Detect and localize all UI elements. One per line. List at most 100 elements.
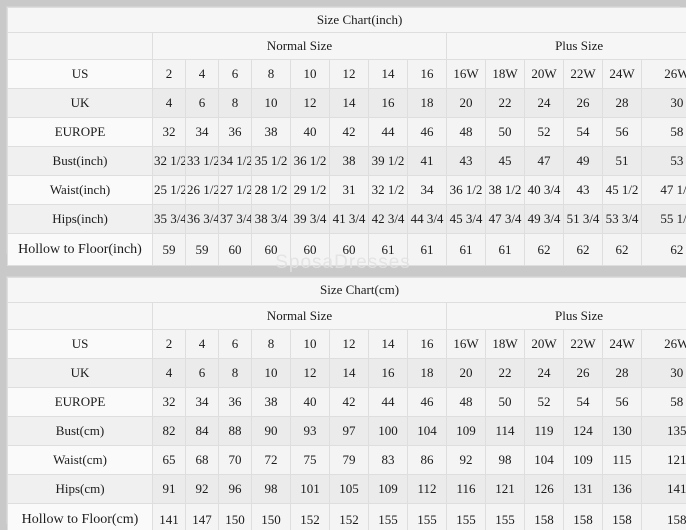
data-cell: 55 1/2 [640, 204, 686, 234]
data-cell: 38 1/2 [485, 175, 525, 205]
data-cell: 60 [251, 233, 291, 266]
data-cell: 116 [446, 474, 486, 504]
row-label: Hollow to Floor(cm) [7, 503, 153, 530]
data-cell: 45 [485, 146, 525, 176]
row-label: Hips(cm) [7, 474, 153, 504]
data-cell: 150 [218, 503, 252, 530]
data-cell: 46 [407, 387, 447, 417]
data-cell: 26 [563, 88, 603, 118]
data-cell: 70 [218, 445, 252, 475]
data-cell: 38 3/4 [251, 204, 291, 234]
data-cell: 6 [185, 358, 219, 388]
data-cell: 6 [218, 59, 252, 89]
title-row: Size Chart(cm) [6, 277, 686, 303]
data-cell: 104 [407, 416, 447, 446]
data-cell: 97 [329, 416, 369, 446]
data-cell: 158 [640, 503, 686, 530]
data-cell: 39 3/4 [290, 204, 330, 234]
table-row: Hollow to Floor(cm) 141 147 150 150 152 152 155… [7, 503, 686, 530]
data-cell: 20 [446, 88, 486, 118]
data-cell: 42 3/4 [368, 204, 408, 234]
data-cell: 41 3/4 [329, 204, 369, 234]
group-header-row: Normal Size Plus Size [7, 302, 686, 330]
data-cell: 39 1/2 [368, 146, 408, 176]
data-cell: 26 [563, 358, 603, 388]
data-cell: 16 [368, 88, 408, 118]
data-cell: 75 [290, 445, 330, 475]
table-row: US24681012141616W18W20W22W24W26W [7, 329, 686, 359]
data-cell: 101 [290, 474, 330, 504]
data-cell: 62 [602, 233, 642, 266]
chart-title: Size Chart(inch) [6, 7, 686, 33]
row-label: Bust(inch) [7, 146, 153, 176]
data-cell: 96 [218, 474, 252, 504]
data-cell: 16W [446, 329, 486, 359]
title-row: Size Chart(inch) [6, 7, 686, 33]
size-table-inch: Size Chart(inch) Normal Size Plus Size US 2 4… [6, 7, 686, 266]
data-cell: 14 [368, 59, 408, 89]
data-cell: 12 [329, 329, 369, 359]
data-cell: 12 [290, 88, 330, 118]
data-cell: 90 [251, 416, 291, 446]
data-cell: 56 [602, 387, 642, 417]
data-cell: 54 [563, 117, 603, 147]
data-cell: 60 [329, 233, 369, 266]
data-cell: 86 [407, 445, 447, 475]
data-cell: 53 3/4 [602, 204, 642, 234]
data-cell: 8 [251, 59, 291, 89]
data-cell: 61 [485, 233, 525, 266]
data-cell: 10 [251, 358, 291, 388]
table-row: UK 4 6 8 10 12 14 16 18 20 22 24 26 28 30 [7, 88, 686, 118]
data-cell: 18 [407, 88, 447, 118]
data-cell: 150 [251, 503, 291, 530]
data-cell: 62 [563, 233, 603, 266]
table-row: Waist(cm) 65 68 70 72 75 79 83 86 92 98 104 109 115 12… [7, 445, 686, 475]
row-label: Hollow to Floor(inch) [7, 233, 153, 266]
data-cell: 79 [329, 445, 369, 475]
data-cell: 28 [602, 88, 642, 118]
data-cell: 41 [407, 146, 447, 176]
data-cell: 58 [640, 387, 686, 417]
group-header-normal: Normal Size [152, 302, 447, 330]
data-cell: 62 [524, 233, 564, 266]
data-cell: 62 [640, 233, 686, 266]
data-cell: 2 [152, 59, 186, 89]
row-label: EUROPE [7, 117, 153, 147]
data-cell: 47 [524, 146, 564, 176]
data-cell: 38 [329, 146, 369, 176]
row-label: US [7, 59, 153, 89]
data-cell: 61 [368, 233, 408, 266]
data-cell: 14 [329, 88, 369, 118]
data-cell: 38 [251, 387, 291, 417]
row-label: Waist(inch) [7, 175, 153, 205]
data-cell: 37 3/4 [218, 204, 252, 234]
data-cell: 54 [563, 387, 603, 417]
data-cell: 91 [152, 474, 186, 504]
data-cell: 28 1/2 [251, 175, 291, 205]
data-cell: 29 1/2 [290, 175, 330, 205]
row-label: UK [7, 88, 153, 118]
data-cell: 10 [290, 329, 330, 359]
data-cell: 98 [485, 445, 525, 475]
data-cell: 8 [218, 88, 252, 118]
table-body: Size Chart(inch) Normal Size Plus Size US 2 4… [6, 7, 686, 266]
data-cell: 50 [485, 387, 525, 417]
data-cell: 61 [446, 233, 486, 266]
data-cell: 100 [368, 416, 408, 446]
data-cell: 141 [640, 474, 686, 504]
data-cell: 124 [563, 416, 603, 446]
data-cell: 20W [524, 59, 564, 89]
data-cell: 50 [485, 117, 525, 147]
table-body: Size Chart(cm) Normal Size Plus Size US 2 4 6 8… [6, 277, 686, 530]
data-cell: 158 [524, 503, 564, 530]
data-cell: 27 1/2 [218, 175, 252, 205]
data-cell: 65 [152, 445, 186, 475]
data-cell: 155 [368, 503, 408, 530]
data-cell: 48 [446, 387, 486, 417]
data-cell: 44 [368, 117, 408, 147]
data-cell: 18W [485, 59, 525, 89]
data-cell: 8 [218, 358, 252, 388]
table-row: Bust(inch) 32 1/2 33 1/2 34 1/2 35 1/2 36 1/2… [7, 146, 686, 176]
data-cell: 36 [218, 117, 252, 147]
data-cell: 36 [218, 387, 252, 417]
